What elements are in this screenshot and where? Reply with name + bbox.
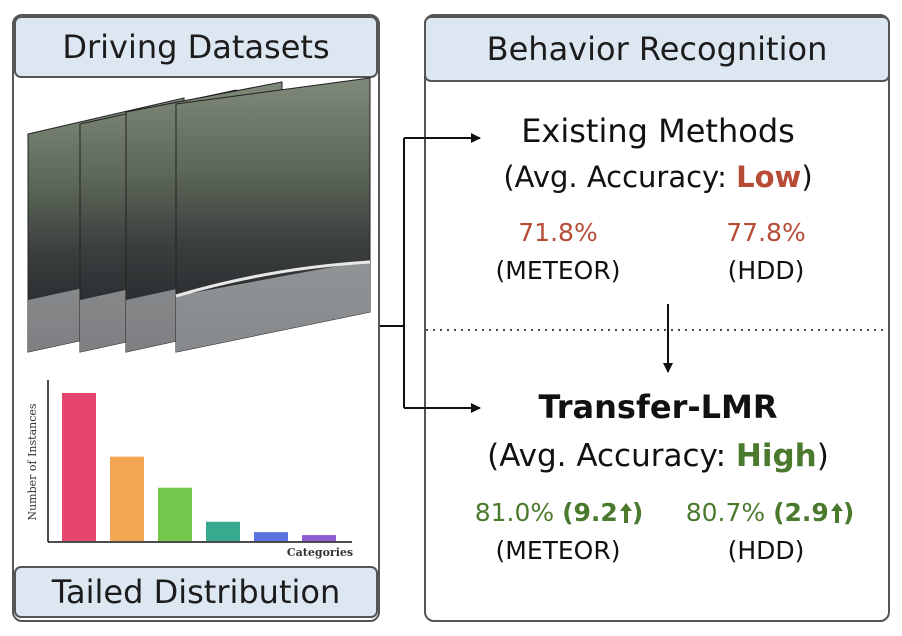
video-frame — [175, 77, 371, 353]
transfer-meteor-label: (METEOR) — [495, 536, 621, 565]
accuracy-prefix: (Avg. Accuracy: — [487, 438, 736, 474]
up-arrow-icon — [830, 503, 843, 523]
driving-datasets-title: Driving Datasets — [62, 28, 330, 66]
transfer-meteor-accuracy: 81.0% (9.2) — [474, 498, 644, 527]
histogram-y-label: Number of Instances — [26, 403, 39, 520]
tailed-distribution-title: Tailed Distribution — [51, 573, 341, 611]
transfer-hdd-accuracy: 80.7% (2.9) — [685, 498, 855, 527]
accuracy-prefix: (Avg. Accuracy: — [503, 160, 737, 194]
accuracy-suffix: ) — [801, 160, 813, 194]
existing-hdd-label: (HDD) — [727, 256, 805, 285]
histogram-x-label: Categories — [287, 546, 353, 559]
connector-arrows — [380, 133, 481, 413]
accuracy-suffix: ) — [816, 438, 829, 474]
transfer-lmr-accuracy-line: (Avg. Accuracy: High) — [440, 438, 876, 474]
driving-datasets-header: Driving Datasets — [14, 16, 378, 78]
histogram-bar — [254, 532, 288, 541]
tailed-distribution-footer: Tailed Distribution — [14, 566, 378, 618]
accuracy-low-value: Low — [736, 160, 802, 194]
existing-meteor-label: (METEOR) — [495, 256, 621, 285]
transfer-meteor-gain: 9.2 — [573, 498, 618, 527]
histogram-bar — [158, 487, 192, 541]
transfer-hdd-label: (HDD) — [727, 536, 805, 565]
behavior-recognition-panel — [424, 14, 890, 622]
histogram-bar — [206, 521, 240, 541]
transfer-lmr-title: Transfer-LMR — [538, 388, 778, 426]
histogram-bar — [302, 535, 336, 541]
behavior-recognition-title: Behavior Recognition — [486, 30, 828, 68]
histogram-bar — [110, 456, 144, 541]
transfer-hdd-gain: 2.9 — [784, 498, 829, 527]
existing-meteor-accuracy: 71.8% — [518, 218, 598, 247]
histogram-bars — [62, 393, 336, 541]
existing-methods-title: Existing Methods — [521, 112, 795, 150]
behavior-recognition-header: Behavior Recognition — [424, 16, 890, 82]
accuracy-high-value: High — [735, 438, 817, 474]
tailed-distribution-histogram: Number of Instances Categories — [26, 380, 353, 559]
video-frames-stack — [27, 77, 371, 353]
up-arrow-icon — [619, 503, 632, 523]
transfer-meteor-value: 81.0% — [474, 498, 555, 527]
existing-hdd-accuracy: 77.8% — [726, 218, 806, 247]
existing-methods-accuracy-line: (Avg. Accuracy: Low) — [440, 160, 876, 194]
transfer-hdd-value: 80.7% — [685, 498, 766, 527]
histogram-bar — [62, 393, 96, 541]
